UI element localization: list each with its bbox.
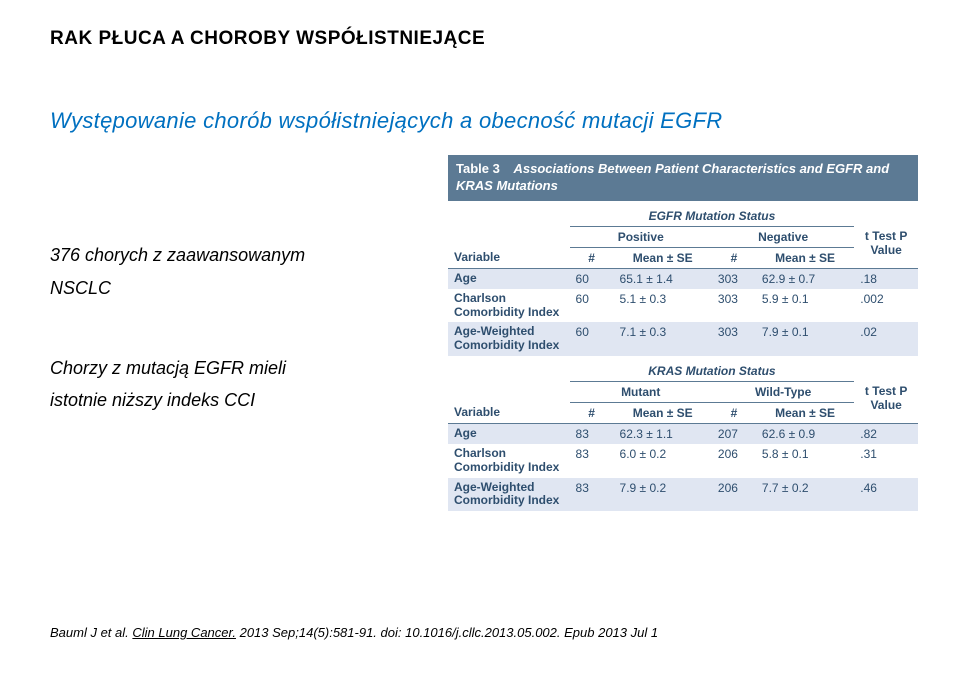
- body-text-line-3: Chorzy z mutacją EGFR mieli: [50, 358, 286, 379]
- cell-value: .002: [854, 289, 918, 323]
- cell-value: 60: [570, 289, 614, 323]
- table-row: Age-Weighted Comorbidity Index 60 7.1 ± …: [448, 322, 918, 356]
- section-header-egfr: EGFR Mutation Status: [570, 201, 855, 227]
- column-header: Mutant: [570, 381, 712, 402]
- cell-value: 60: [570, 322, 614, 356]
- cell-value: .31: [854, 444, 918, 478]
- table-row: Age-Weighted Comorbidity Index 83 7.9 ± …: [448, 478, 918, 512]
- cell-value: 62.3 ± 1.1: [614, 423, 712, 444]
- citation-author: Bauml J et al.: [50, 625, 129, 640]
- table-figure: Table 3 Associations Between Patient Cha…: [448, 155, 918, 511]
- cell-value: 7.7 ± 0.2: [756, 478, 854, 512]
- body-text-line-2: NSCLC: [50, 278, 111, 299]
- cell-value: 83: [570, 444, 614, 478]
- cell-value: 83: [570, 423, 614, 444]
- table-row: Variable # Mean ± SE # Mean ± SE: [448, 402, 918, 423]
- table-row: Charlson Comorbidity Index 60 5.1 ± 0.3 …: [448, 289, 918, 323]
- cell-value: 60: [570, 268, 614, 289]
- column-header: Wild-Type: [712, 381, 854, 402]
- cell-value: 207: [712, 423, 756, 444]
- column-header: Mean ± SE: [614, 402, 712, 423]
- column-header: Variable: [448, 402, 570, 423]
- cell-value: 6.0 ± 0.2: [614, 444, 712, 478]
- cell-value: .46: [854, 478, 918, 512]
- cell-value: 303: [712, 289, 756, 323]
- table-caption-label: Table 3: [456, 161, 500, 176]
- cell-variable: Charlson Comorbidity Index: [448, 444, 570, 478]
- cell-variable: Age: [448, 268, 570, 289]
- table-row: Age 83 62.3 ± 1.1 207 62.6 ± 0.9 .82: [448, 423, 918, 444]
- slide-title: RAK PŁUCA A CHOROBY WSPÓŁISTNIEJĄCE: [50, 28, 485, 50]
- cell-value: 7.9 ± 0.2: [614, 478, 712, 512]
- cell-value: 5.9 ± 0.1: [756, 289, 854, 323]
- data-table: EGFR Mutation Status Positive Negative t…: [448, 201, 918, 511]
- cell-value: 62.6 ± 0.9: [756, 423, 854, 444]
- cell-value: .18: [854, 268, 918, 289]
- column-header: Mean ± SE: [756, 402, 854, 423]
- cell-value: 65.1 ± 1.4: [614, 268, 712, 289]
- column-header: Mean ± SE: [756, 247, 854, 268]
- column-header: #: [570, 247, 614, 268]
- column-header: #: [712, 402, 756, 423]
- table-row: Positive Negative t Test P Value: [448, 226, 918, 247]
- column-header: Positive: [570, 226, 712, 247]
- cell-value: 7.1 ± 0.3: [614, 322, 712, 356]
- column-header: #: [570, 402, 614, 423]
- table-row: EGFR Mutation Status: [448, 201, 918, 227]
- table-row: Charlson Comorbidity Index 83 6.0 ± 0.2 …: [448, 444, 918, 478]
- citation-journal: Clin Lung Cancer.: [132, 625, 236, 640]
- cell-value: 62.9 ± 0.7: [756, 268, 854, 289]
- slide-subtitle: Występowanie chorób współistniejących a …: [50, 108, 722, 134]
- table-caption-text: Associations Between Patient Characteris…: [456, 161, 889, 193]
- table-row: Mutant Wild-Type t Test P Value: [448, 381, 918, 402]
- cell-value: .82: [854, 423, 918, 444]
- cell-value: 206: [712, 444, 756, 478]
- cell-variable: Charlson Comorbidity Index: [448, 289, 570, 323]
- column-header: Variable: [448, 247, 570, 268]
- section-header-kras: KRAS Mutation Status: [570, 356, 855, 382]
- cell-variable: Age-Weighted Comorbidity Index: [448, 478, 570, 512]
- cell-value: 5.8 ± 0.1: [756, 444, 854, 478]
- cell-variable: Age: [448, 423, 570, 444]
- column-header: Negative: [712, 226, 854, 247]
- citation: Bauml J et al. Clin Lung Cancer. 2013 Se…: [50, 625, 658, 640]
- table-row: Variable # Mean ± SE # Mean ± SE: [448, 247, 918, 268]
- body-text-line-4: istotnie niższy indeks CCI: [50, 390, 255, 411]
- cell-value: 303: [712, 268, 756, 289]
- cell-value: 303: [712, 322, 756, 356]
- cell-variable: Age-Weighted Comorbidity Index: [448, 322, 570, 356]
- column-header: t Test P Value: [854, 381, 918, 423]
- table-row: Age 60 65.1 ± 1.4 303 62.9 ± 0.7 .18: [448, 268, 918, 289]
- column-header: #: [712, 247, 756, 268]
- cell-value: 206: [712, 478, 756, 512]
- cell-value: 5.1 ± 0.3: [614, 289, 712, 323]
- cell-value: 7.9 ± 0.1: [756, 322, 854, 356]
- column-header: t Test P Value: [854, 226, 918, 268]
- cell-value: 83: [570, 478, 614, 512]
- table-caption: Table 3 Associations Between Patient Cha…: [448, 155, 918, 201]
- column-header: Mean ± SE: [614, 247, 712, 268]
- cell-value: .02: [854, 322, 918, 356]
- body-text-line-1: 376 chorych z zaawansowanym: [50, 245, 305, 266]
- table-row: KRAS Mutation Status: [448, 356, 918, 382]
- citation-details: 2013 Sep;14(5):581-91. doi: 10.1016/j.cl…: [240, 625, 658, 640]
